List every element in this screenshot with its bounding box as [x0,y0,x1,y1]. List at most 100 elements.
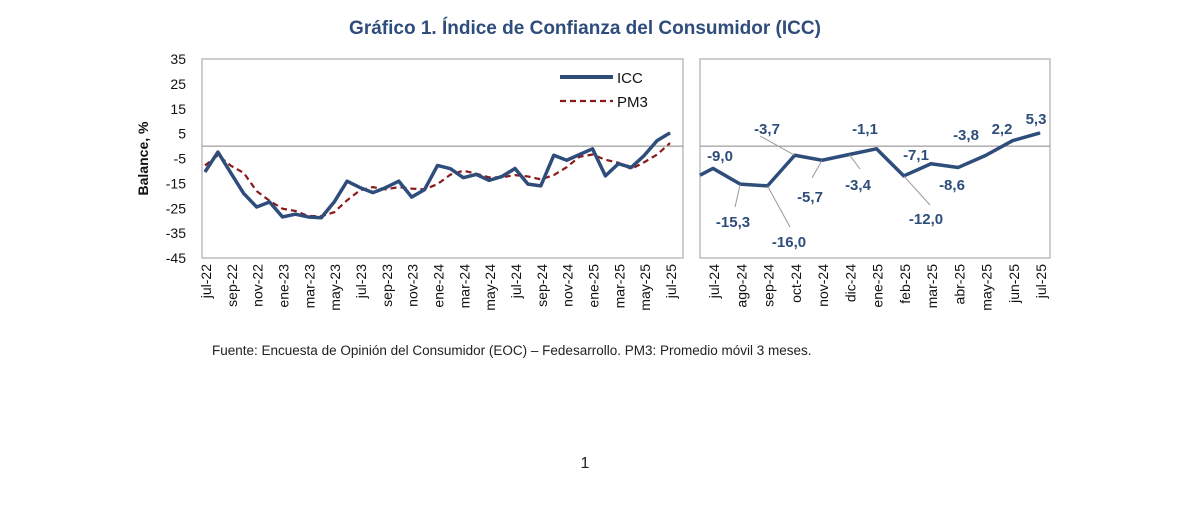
icc-point [269,201,271,203]
x-tick-label: sep-24 [534,264,550,307]
icc-point [617,163,619,165]
x-tick-label: nov-22 [250,264,266,307]
x-tick-label: nov-24 [815,264,831,307]
x-tick-label: sep-22 [224,264,240,307]
left-plot-frame [201,58,684,259]
x-tick-label: ene-23 [276,264,292,308]
icc-point [669,132,671,134]
icc-recent-point [903,175,905,177]
icc-recent-point [1039,132,1041,134]
x-tick-label: ene-25 [870,264,886,308]
icc-point [566,159,568,161]
icc-recent-point [876,148,877,150]
chart-title: Gráfico 1. Índice de Confianza del Consu… [349,18,821,39]
data-label-leader [811,159,823,179]
icc-point [307,216,309,218]
icc-point [320,217,322,219]
icc-point [656,140,658,142]
icc-point [643,155,645,157]
icc-recent-point [848,154,850,156]
x-tick-label: mar-25 [924,264,940,309]
icc-recent-point [957,166,959,168]
y-tick-label: -5 [174,151,187,167]
legend-pm3-label: PM3 [617,94,648,111]
icc-point [540,185,542,187]
icc-point [372,192,374,194]
data-label: -5,7 [797,189,823,206]
data-label: 2,2 [992,121,1013,138]
x-tick-label: mar-25 [611,264,627,309]
x-tick-label: may-25 [637,264,653,311]
y-tick-label: -45 [166,250,186,266]
icc-point [475,173,477,175]
y-tick-label: -15 [166,175,186,191]
icc-recent-point [930,163,932,165]
source-note: Fuente: Encuesta de Opinión del Consumid… [212,343,812,358]
x-tick-label: jul-22 [198,264,214,299]
y-tick-label: -25 [166,200,186,216]
icc-recent-point [767,185,768,187]
x-tick-label: abr-25 [951,264,967,305]
icc-recent-point [712,167,714,169]
icc-recent-point [985,155,986,157]
icc-point [579,154,581,156]
x-tick-label: jul-25 [1033,264,1049,299]
data-label-leader [903,175,931,206]
x-tick-label: oct-24 [788,264,804,303]
icc-point [398,180,400,182]
x-tick-label: may-24 [482,264,498,311]
x-tick-label: mar-23 [301,264,317,309]
icc-point [411,196,413,198]
x-tick-label: may-25 [979,264,995,311]
data-label: -8,6 [939,177,965,194]
x-tick-label: sep-24 [761,264,777,307]
page-number: 1 [580,455,590,472]
icc-point [553,154,555,156]
x-tick-label: jun-25 [1006,264,1022,304]
icc-point [424,189,426,191]
icc-recent-point [794,154,796,156]
icc-point [282,216,283,218]
data-label-leader [848,154,861,170]
icc-point [385,187,387,189]
x-tick-label: nov-23 [405,264,421,307]
icc-point [449,168,451,170]
icc-point [294,213,296,215]
data-label: -15,3 [716,214,750,231]
icc-point [230,172,232,174]
icc-point [462,177,464,179]
x-tick-label: jul-24 [706,264,722,299]
y-tick-label: -35 [166,225,186,241]
icc-recent-point [821,159,823,161]
data-label: -7,1 [903,147,929,164]
icc-recent-point [1012,140,1014,142]
data-label: -3,7 [754,121,780,138]
x-tick-label: ene-24 [431,264,447,308]
data-label: -3,4 [845,177,872,194]
icc-point [256,206,258,208]
x-tick-label: ago-24 [733,264,749,308]
icc-point [243,193,245,195]
data-label-leader [767,185,791,228]
icc-recent-point [739,183,741,185]
icc-point [437,164,438,166]
x-tick-label: sep-23 [379,264,395,307]
icc-point [346,180,348,182]
data-label: -1,1 [852,121,878,138]
data-label: -12,0 [909,211,943,228]
icc-point [359,187,361,189]
y-tick-label: 35 [170,51,186,67]
x-tick-label: jul-23 [353,264,369,299]
x-tick-label: nov-24 [560,264,576,307]
y-tick-label: 15 [170,101,186,117]
x-tick-label: feb-25 [897,264,913,304]
x-tick-label: ene-25 [586,264,602,308]
x-tick-label: may-23 [327,264,343,311]
y-tick-label: 25 [170,76,186,92]
icc-point [204,171,206,173]
icc-point [604,175,606,177]
icc-point [333,201,335,203]
legend-icc-label: ICC [617,70,643,87]
